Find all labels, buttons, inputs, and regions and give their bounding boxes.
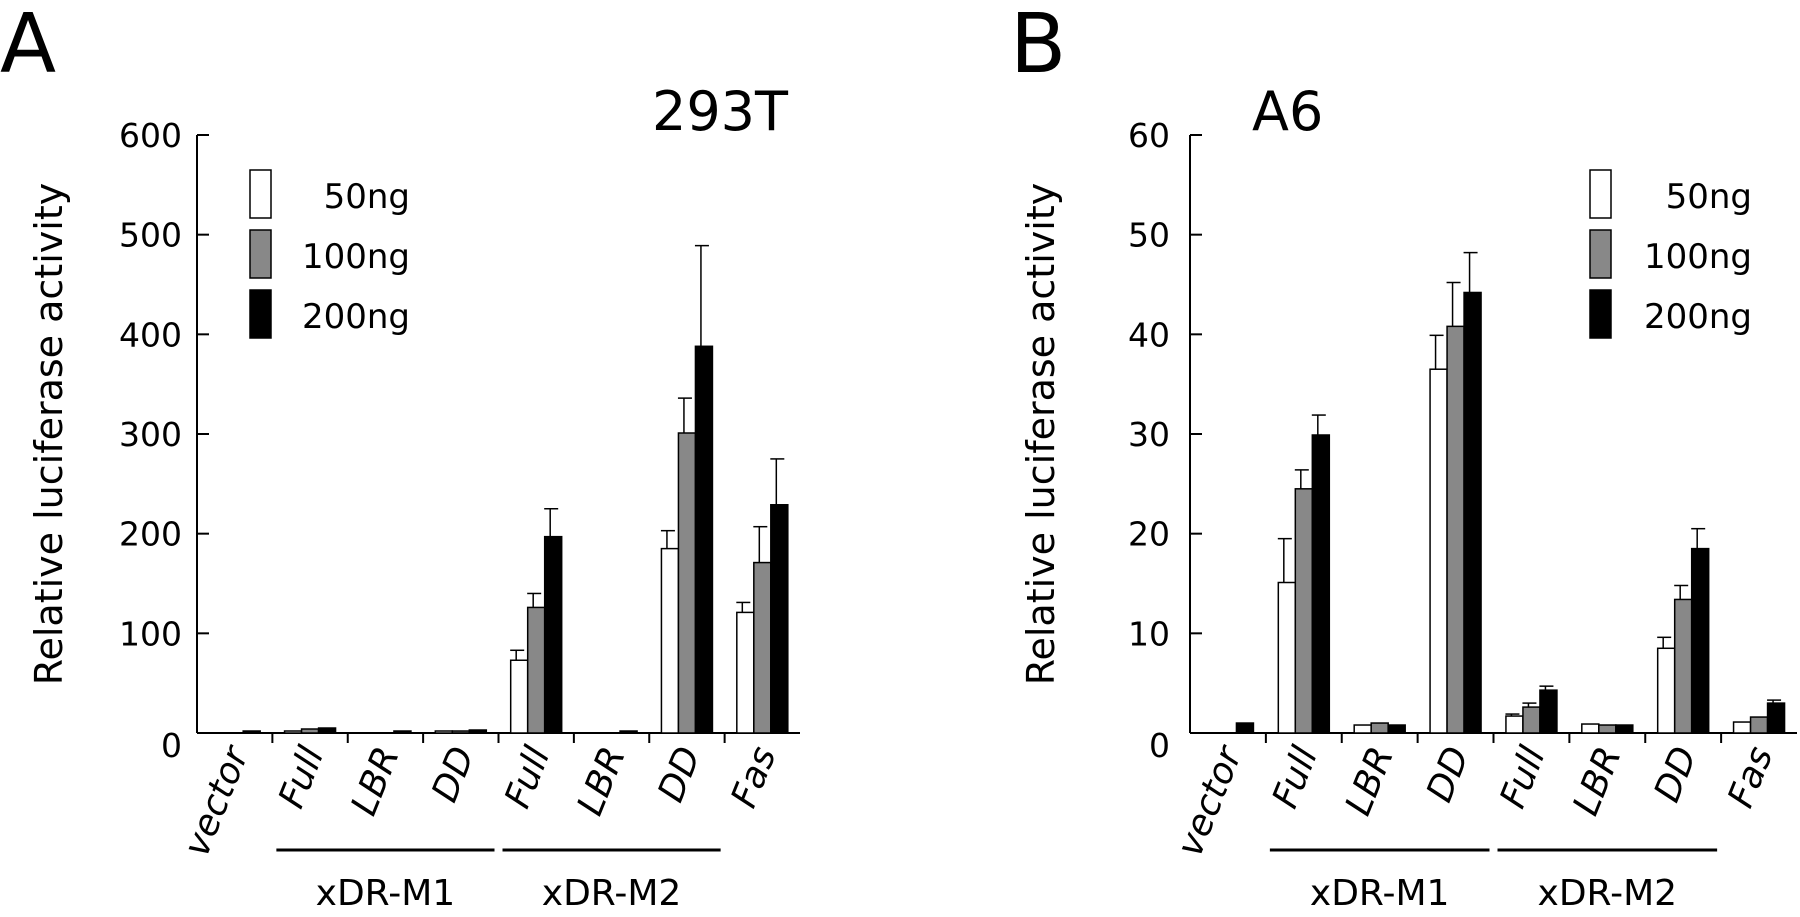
bar-200ng-lbr (619, 730, 638, 734)
legend-label: 100ng (1644, 237, 1752, 277)
bar-100ng-dd (451, 730, 471, 734)
x-tick-label: DD (1647, 741, 1706, 808)
legend-label: 200ng (1644, 297, 1752, 337)
bar-50ng-dd (1429, 368, 1448, 734)
bar-50ng-lbr (1353, 724, 1372, 734)
bar-100ng-full (1522, 706, 1541, 734)
x-tick-label: Full (271, 741, 332, 814)
chart-title: 293T (652, 80, 789, 143)
bar-100ng-dd (1673, 598, 1693, 734)
bar-200ng-vector (242, 730, 261, 734)
y-tick-label: 0 (1149, 726, 1170, 765)
bar-200ng-dd (468, 729, 488, 734)
x-tick-label: vector (1169, 739, 1251, 862)
bar-50ng-fas (1732, 721, 1752, 734)
bar-200ng-full (317, 727, 337, 734)
x-tick-label: LBR (570, 741, 634, 821)
bar-100ng-lbr (1370, 722, 1389, 734)
bar-100ng-lbr (1598, 724, 1617, 734)
group-label: xDR-M1 (1310, 873, 1450, 914)
legend-swatch (249, 169, 272, 219)
legend-swatch (1589, 169, 1612, 219)
chart-title: A6 (1252, 80, 1323, 143)
legend-label: 50ng (324, 177, 410, 217)
y-tick-label: 400 (119, 315, 182, 354)
legend-swatch (249, 229, 272, 279)
legend-label: 100ng (302, 237, 410, 277)
bar-100ng-fas (753, 561, 772, 734)
bar-100ng-full (300, 728, 320, 734)
bar-200ng-dd (1463, 291, 1482, 734)
bar-200ng-lbr (1615, 724, 1634, 734)
bar-50ng-dd (660, 547, 680, 734)
group-label: xDR-M2 (1538, 873, 1678, 914)
bar-100ng-full (526, 606, 546, 734)
y-axis-label: Relative luciferase activity (27, 183, 71, 685)
x-tick-label: DD (1419, 741, 1478, 808)
bar-50ng-fas (736, 611, 755, 734)
y-tick-label: 40 (1128, 315, 1170, 354)
y-tick-label: 30 (1128, 415, 1170, 454)
x-tick-label: Full (1493, 741, 1554, 814)
y-tick-label: 600 (119, 116, 182, 155)
bar-200ng-full (543, 535, 563, 734)
bar-100ng-full (1294, 488, 1314, 734)
y-tick-label: 500 (119, 216, 182, 255)
x-tick-label: LBR (1566, 741, 1630, 821)
y-tick-label: 60 (1128, 116, 1170, 155)
legend-swatch (1589, 229, 1612, 279)
x-tick-label: Full (1265, 741, 1326, 814)
bar-200ng-fas (1766, 702, 1786, 734)
panel-a: A 293T Relative luciferase activity 0 100 200… (0, 0, 800, 914)
bar-200ng-vector (1235, 722, 1255, 734)
panel-letter: A (0, 0, 56, 92)
y-tick-label: 200 (119, 515, 182, 554)
bar-200ng-dd (694, 345, 714, 734)
bar-200ng-dd (1690, 547, 1710, 734)
bar-50ng-lbr (1581, 723, 1600, 734)
bar-200ng-lbr (1387, 724, 1406, 734)
bar-200ng-full (1539, 689, 1558, 734)
y-tick-label: 0 (161, 726, 182, 765)
panel-letter: B (1010, 0, 1066, 92)
bar-100ng-dd (1446, 325, 1465, 734)
x-tick-label: Fas (724, 741, 785, 813)
x-tick-label: DD (424, 741, 483, 808)
bar-200ng-full (1311, 434, 1331, 734)
bar-50ng-full (1277, 581, 1297, 734)
x-tick-label: Fas (1720, 741, 1781, 813)
bar-100ng-dd (677, 432, 697, 734)
bar-200ng-fas (770, 504, 789, 734)
legend-swatch (249, 289, 272, 339)
bar-50ng-full (1505, 715, 1524, 734)
y-tick-label: 100 (119, 614, 182, 653)
y-tick-label: 300 (119, 415, 182, 454)
bar-100ng-fas (1749, 716, 1769, 734)
bar-50ng-dd (1656, 647, 1676, 734)
legend-label: 50ng (1666, 177, 1752, 217)
y-tick-label: 50 (1128, 216, 1170, 255)
x-tick-label: DD (650, 741, 709, 808)
legend-label: 200ng (302, 297, 410, 337)
bar-50ng-full (283, 730, 303, 734)
y-axis-label: Relative luciferase activity (1019, 183, 1063, 685)
panel-b: B A6 Relative luciferase activity 0 10 20 30 40… (1010, 0, 1797, 914)
x-tick-label: LBR (1338, 741, 1402, 821)
y-tick-label: 20 (1128, 515, 1170, 554)
y-tick-label: 10 (1128, 614, 1170, 653)
bar-50ng-full (509, 659, 529, 734)
x-tick-label: Full (497, 741, 558, 814)
legend-swatch (1589, 289, 1612, 339)
bar-50ng-dd (434, 730, 454, 734)
x-tick-label: LBR (344, 741, 408, 821)
bar-200ng-lbr (393, 730, 412, 734)
group-label: xDR-M2 (542, 873, 682, 914)
group-label: xDR-M1 (316, 873, 456, 914)
x-tick-label: vector (176, 739, 258, 862)
